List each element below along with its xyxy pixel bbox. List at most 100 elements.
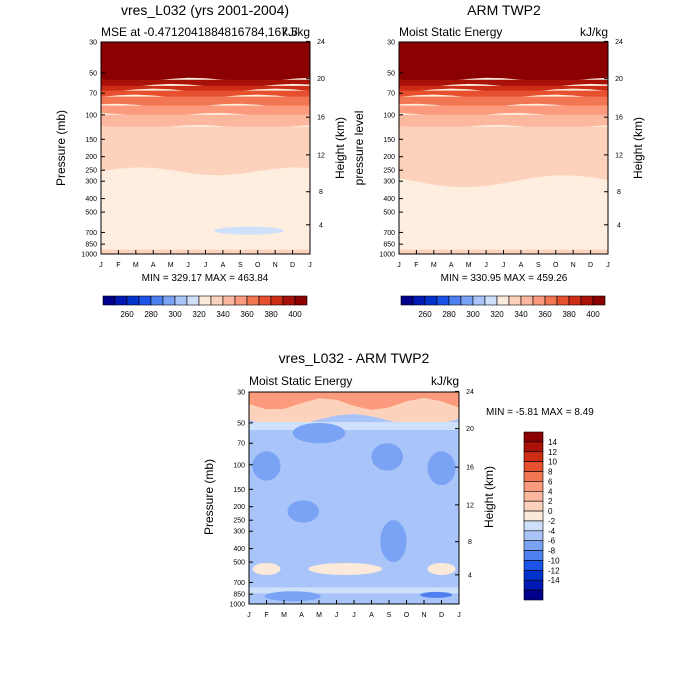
colorbar2-box bbox=[556, 295, 570, 306]
panel3-htick-label: 24 bbox=[466, 389, 474, 396]
panel3-xtick-label: A bbox=[299, 612, 304, 619]
panel1-units-label: kJ/kg bbox=[282, 25, 310, 39]
panel3-ylabel-right: Height (km) bbox=[482, 466, 496, 528]
panel1-stats: MIN = 329.17 MAX = 463.84 bbox=[142, 273, 269, 284]
colorbar3-label: 12 bbox=[548, 448, 557, 457]
panel2-band-2 bbox=[399, 85, 608, 93]
colorbar2-box bbox=[592, 295, 606, 306]
colorbar3-box bbox=[523, 550, 544, 561]
panel2-ptick-label: 700 bbox=[383, 230, 395, 237]
panel2-units-label: kJ/kg bbox=[580, 25, 608, 39]
colorbar3-box bbox=[523, 471, 544, 482]
panel2-band-6 bbox=[399, 114, 608, 129]
colorbar1-box bbox=[258, 295, 272, 306]
colorbar1-box bbox=[294, 295, 308, 306]
panel3-cool-patch-5 bbox=[380, 520, 407, 563]
panel2-xtick-label: M bbox=[466, 262, 472, 269]
panel3-xtick-label: M bbox=[316, 612, 322, 619]
panel1-xtick-label: D bbox=[290, 262, 295, 269]
colorbar3-box bbox=[523, 589, 544, 601]
panel1-left-label: MSE at -0.4712041884816784,167.5 bbox=[101, 25, 298, 39]
panel1-ptick-label: 30 bbox=[89, 40, 97, 47]
panel3-warm-patch-1 bbox=[308, 562, 382, 575]
panel1-htick-label: 20 bbox=[317, 76, 325, 83]
panel3-title: vres_L032 - ARM TWP2 bbox=[279, 350, 430, 366]
colorbar1-box bbox=[246, 295, 260, 306]
panel2-ptick-label: 150 bbox=[383, 137, 395, 144]
colorbar1-box bbox=[174, 295, 188, 306]
panel1-ptick-label: 200 bbox=[85, 154, 97, 161]
panel2-ptick-label: 200 bbox=[383, 154, 395, 161]
panel2-ptick-label: 50 bbox=[387, 70, 395, 77]
panel3-xtick-label: D bbox=[439, 612, 444, 619]
panel2-band-1 bbox=[399, 79, 608, 88]
panel3-xtick-label: J bbox=[352, 612, 356, 619]
panel2-ptick-label: 70 bbox=[387, 91, 395, 98]
colorbar1-box bbox=[150, 295, 164, 306]
colorbar2-label: 340 bbox=[514, 310, 528, 319]
colorbar2-box bbox=[424, 295, 438, 306]
panel3-htick-label: 8 bbox=[468, 539, 472, 546]
panel3-cool-patch-1 bbox=[292, 422, 346, 444]
panel1-htick-label: 12 bbox=[317, 152, 325, 159]
panel2-xtick-label: J bbox=[484, 262, 488, 269]
panel2-xtick-label: N bbox=[571, 262, 576, 269]
panel1-ptick-label: 150 bbox=[85, 137, 97, 144]
colorbar3-box bbox=[523, 579, 544, 591]
panel3-ptick-label: 500 bbox=[233, 560, 245, 567]
colorbar3-label: -6 bbox=[548, 537, 556, 546]
panel3-ptick-label: 70 bbox=[237, 441, 245, 448]
panel1-ptick-label: 50 bbox=[89, 70, 97, 77]
panel2-htick-label: 4 bbox=[617, 222, 621, 229]
panel2-xtick-label: S bbox=[536, 262, 541, 269]
colorbar1-box bbox=[234, 295, 248, 306]
panel2-xtick-label: M bbox=[431, 262, 437, 269]
panel3-xtick-label: A bbox=[369, 612, 374, 619]
panel2-xtick-label: J bbox=[397, 262, 401, 269]
panel1-htick-label: 4 bbox=[319, 222, 323, 229]
panel3-ptick-label: 700 bbox=[233, 580, 245, 587]
colorbar2-box bbox=[520, 295, 534, 306]
colorbar1-box bbox=[186, 295, 200, 306]
colorbar1-label: 380 bbox=[264, 310, 278, 319]
panel2-htick-label: 12 bbox=[615, 152, 623, 159]
colorbar3-label: 6 bbox=[548, 477, 553, 486]
colorbar3-label: 8 bbox=[548, 468, 553, 477]
colorbar1-label: 300 bbox=[168, 310, 182, 319]
colorbar2-box bbox=[568, 295, 582, 306]
panel1-xtick-label: J bbox=[99, 262, 103, 269]
colorbar2-label: 280 bbox=[442, 310, 456, 319]
panel1-cool-patch bbox=[214, 226, 284, 235]
panel1-ptick-label: 400 bbox=[85, 196, 97, 203]
panel3-ptick-label: 250 bbox=[233, 518, 245, 525]
colorbar3-label: 4 bbox=[548, 487, 553, 496]
colorbar2-label: 260 bbox=[418, 310, 432, 319]
panel3-neutral-band bbox=[249, 422, 459, 430]
colorbar1-box bbox=[138, 295, 152, 306]
panel3-ptick-label: 1000 bbox=[229, 602, 245, 609]
panel2-band-5 bbox=[399, 105, 608, 117]
panel3-ptick-label: 200 bbox=[233, 504, 245, 511]
panel2-xtick-label: A bbox=[519, 262, 524, 269]
panel3-xtick-label: J bbox=[247, 612, 251, 619]
panel1-ptick-label: 100 bbox=[85, 112, 97, 119]
panel3-xtick-label: N bbox=[421, 612, 426, 619]
panel3-xtick-label: M bbox=[281, 612, 287, 619]
panel2-ptick-label: 400 bbox=[383, 196, 395, 203]
panel1-xtick-label: J bbox=[308, 262, 312, 269]
colorbar3-label: -14 bbox=[548, 576, 560, 585]
colorbar2-box bbox=[484, 295, 498, 306]
colorbar2-label: 320 bbox=[490, 310, 504, 319]
panel2-xtick-label: D bbox=[588, 262, 593, 269]
panel2-xtick-label: J bbox=[606, 262, 610, 269]
colorbar3-box bbox=[523, 451, 544, 462]
panel2-ptick-label: 250 bbox=[383, 168, 395, 175]
panel1-xtick-label: M bbox=[133, 262, 139, 269]
colorbar2-box bbox=[508, 295, 522, 306]
panel2-ptick-label: 1000 bbox=[379, 252, 395, 259]
colorbar3-label: 10 bbox=[548, 458, 557, 467]
panel1-xtick-label: O bbox=[255, 262, 261, 269]
panel2-xtick-label: A bbox=[449, 262, 454, 269]
panel3-cool-patch-3 bbox=[427, 451, 456, 486]
